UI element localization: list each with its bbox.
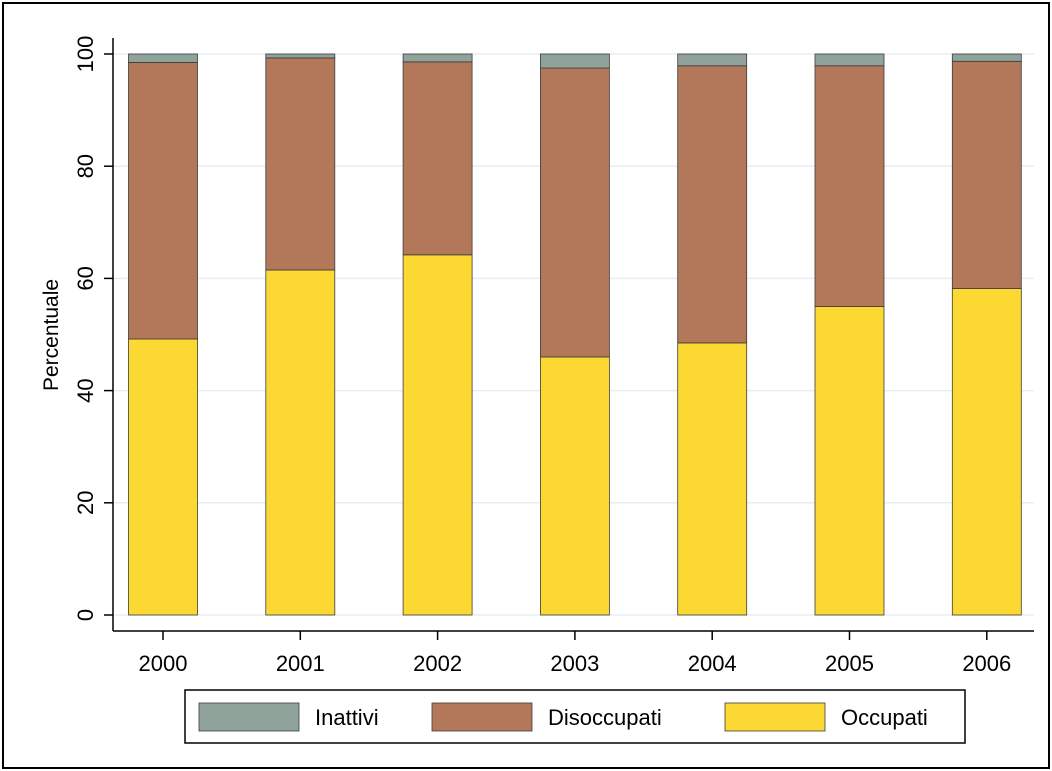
bar-occupati-2000 [128,338,198,616]
y-axis-title: Percentuale [40,279,63,391]
bar-occupati-2005 [814,306,885,616]
y-tick-label: 80 [73,154,98,178]
x-tick-label: 2006 [962,651,1011,676]
bar-occupati-2001 [265,269,336,616]
legend-label-disoccupati: Disoccupati [548,705,662,730]
x-tick-label: 2002 [413,651,462,676]
bar-disoccupati-2001 [265,57,336,271]
bar-disoccupati-2003 [540,67,610,358]
legend-swatch-occupati [724,702,826,732]
bar-disoccupati-2000 [128,62,198,340]
bar-inattivi-2004 [677,53,748,67]
bar-inattivi-2002 [402,53,473,63]
x-tick-label: 2000 [139,651,188,676]
bar-inattivi-2003 [540,53,610,69]
legend-label-inattivi: Inattivi [315,705,379,730]
x-tick-label: 2005 [825,651,874,676]
bar-inattivi-2005 [814,53,885,67]
legend-swatch-disoccupati [431,702,533,732]
x-tick-label: 2001 [276,651,325,676]
bar-inattivi-2006 [951,53,1022,62]
x-axis-ticks: 2000 2001 2002 2003 2004 2005 2006 [139,631,1011,676]
y-tick-label: 60 [73,266,98,290]
legend-swatch-inattivi [198,702,300,732]
y-tick-label: 0 [73,609,98,621]
legend-label-occupati: Occupati [841,705,928,730]
y-tick-label: 40 [73,378,98,402]
bar-disoccupati-2005 [814,65,885,307]
y-axis-ticks: 0 20 40 60 80 100 [73,36,113,621]
bar-occupati-2002 [402,254,473,616]
y-tick-label: 100 [73,36,98,73]
bar-occupati-2006 [951,288,1022,616]
bar-disoccupati-2002 [402,61,473,256]
x-tick-label: 2003 [550,651,599,676]
bar-inattivi-2000 [128,53,198,63]
bars [128,53,1022,616]
legend: Inattivi Disoccupati Occupati [184,689,966,744]
bar-occupati-2004 [677,342,748,616]
bar-disoccupati-2004 [677,65,748,344]
bar-inattivi-2001 [265,53,336,59]
bar-occupati-2003 [540,356,610,616]
axes [112,38,1034,632]
y-tick-label: 20 [73,491,98,515]
x-tick-label: 2004 [688,651,737,676]
legend-box [184,689,966,744]
bar-disoccupati-2006 [951,60,1022,289]
